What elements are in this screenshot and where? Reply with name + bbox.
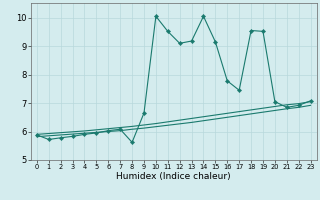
X-axis label: Humidex (Indice chaleur): Humidex (Indice chaleur) (116, 172, 231, 181)
